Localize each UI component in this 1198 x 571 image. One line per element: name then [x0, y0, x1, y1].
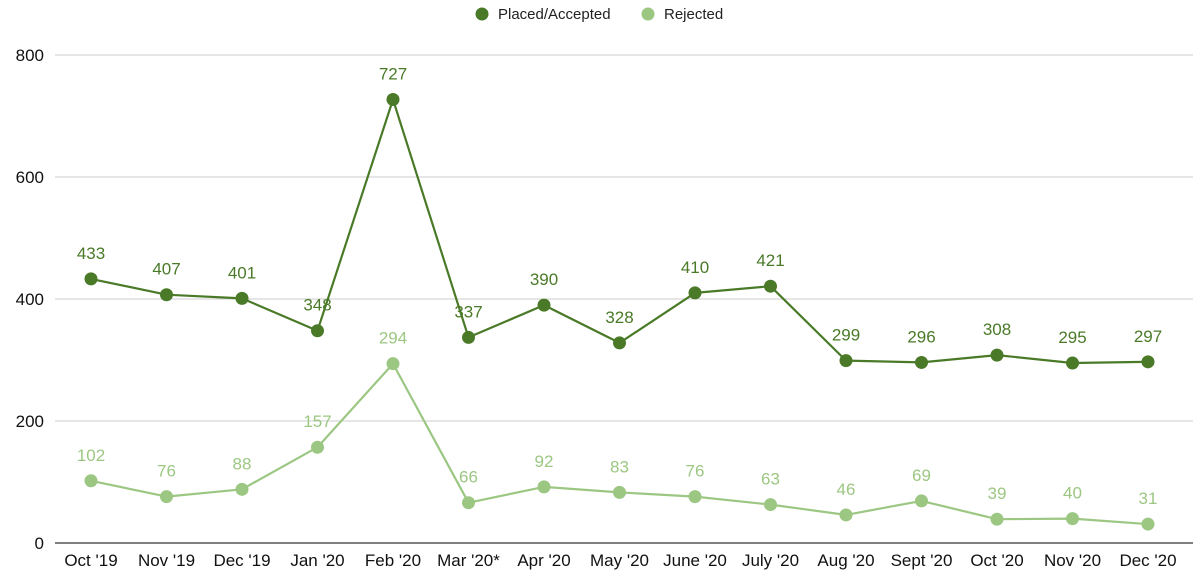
legend-label: Rejected — [664, 6, 723, 23]
data-point — [613, 336, 626, 350]
x-tick-label: Sept '20 — [891, 551, 953, 570]
data-point — [915, 494, 928, 508]
legend-label: Placed/Accepted — [498, 6, 611, 23]
x-tick-label: May '20 — [590, 551, 649, 570]
data-label: 410 — [681, 258, 709, 277]
data-label: 102 — [77, 446, 105, 465]
data-label: 76 — [157, 462, 176, 481]
data-label: 348 — [303, 296, 331, 315]
x-tick-label: Nov '19 — [138, 551, 195, 570]
data-label: 433 — [77, 244, 105, 263]
data-label: 63 — [761, 470, 780, 489]
data-label: 46 — [837, 480, 856, 499]
data-label: 421 — [756, 251, 784, 270]
data-point — [537, 298, 551, 312]
x-tick-label: Jan '20 — [290, 551, 344, 570]
x-tick-label: July '20 — [742, 551, 799, 570]
data-point — [311, 440, 324, 454]
data-label: 157 — [303, 412, 331, 431]
data-point — [1141, 517, 1155, 531]
data-point — [160, 288, 173, 302]
data-label: 92 — [535, 452, 554, 471]
data-point — [764, 498, 777, 512]
data-label: 328 — [605, 308, 633, 327]
data-point — [386, 357, 400, 371]
data-point — [1066, 512, 1079, 526]
x-tick-label: Aug '20 — [817, 551, 874, 570]
data-point — [84, 474, 98, 488]
data-label: 299 — [832, 326, 860, 345]
data-point — [84, 272, 98, 286]
x-tick-label: Feb '20 — [365, 551, 421, 570]
x-tick-label: June '20 — [663, 551, 727, 570]
data-label: 39 — [988, 484, 1007, 503]
data-label: 390 — [530, 270, 558, 289]
data-point — [839, 508, 853, 522]
data-label: 297 — [1134, 327, 1162, 346]
data-label: 40 — [1063, 484, 1082, 503]
data-point — [613, 485, 626, 499]
data-labels: 433 407 401 348 727 337 390 328 410 421 299 296 308 2… — [77, 65, 1162, 509]
data-label: 88 — [233, 454, 252, 473]
x-tick-label: Oct '19 — [64, 551, 117, 570]
axes: 0 200 400 600 800 Oct '19 Nov '19 Dec '19 Jan '2… — [16, 46, 1177, 570]
x-tick-label: Dec '20 — [1119, 551, 1176, 570]
data-point — [1141, 355, 1155, 369]
data-point — [1066, 356, 1079, 370]
data-label: 294 — [379, 329, 407, 348]
data-point — [311, 324, 324, 338]
x-tick-label: Dec '19 — [213, 551, 270, 570]
data-label: 31 — [1139, 489, 1158, 508]
data-label: 295 — [1058, 328, 1086, 347]
data-point — [915, 355, 928, 369]
y-tick-label: 400 — [16, 290, 44, 309]
data-point — [839, 354, 853, 368]
data-label: 407 — [152, 260, 180, 279]
x-tick-label: Mar '20* — [437, 551, 500, 570]
data-label: 69 — [912, 466, 931, 485]
data-point — [462, 330, 475, 344]
data-point — [764, 279, 777, 293]
data-label: 308 — [983, 320, 1011, 339]
data-point — [235, 291, 249, 305]
x-tick-label: Apr '20 — [517, 551, 570, 570]
legend-marker — [641, 7, 655, 21]
data-point — [386, 93, 400, 107]
x-tick-label: Nov '20 — [1044, 551, 1101, 570]
data-label: 76 — [686, 462, 705, 481]
data-point — [537, 480, 551, 494]
data-label: 727 — [379, 65, 407, 84]
data-label: 296 — [907, 327, 935, 346]
data-label: 83 — [610, 457, 629, 476]
y-tick-label: 200 — [16, 412, 44, 431]
legend: Placed/Accepted Rejected — [475, 6, 723, 23]
x-tick-label: Oct '20 — [970, 551, 1023, 570]
y-tick-label: 600 — [16, 168, 44, 187]
series-layer — [84, 93, 1155, 531]
data-label: 337 — [454, 302, 482, 321]
y-tick-label: 0 — [35, 534, 44, 553]
data-point — [990, 348, 1004, 362]
data-point — [688, 490, 702, 504]
data-point — [462, 496, 475, 510]
data-point — [688, 286, 702, 300]
data-point — [990, 512, 1004, 526]
y-tick-label: 800 — [16, 46, 44, 65]
data-point — [235, 482, 249, 496]
legend-marker — [475, 7, 489, 21]
data-label: 401 — [228, 263, 256, 282]
data-label: 66 — [459, 468, 478, 487]
data-point — [160, 490, 173, 504]
